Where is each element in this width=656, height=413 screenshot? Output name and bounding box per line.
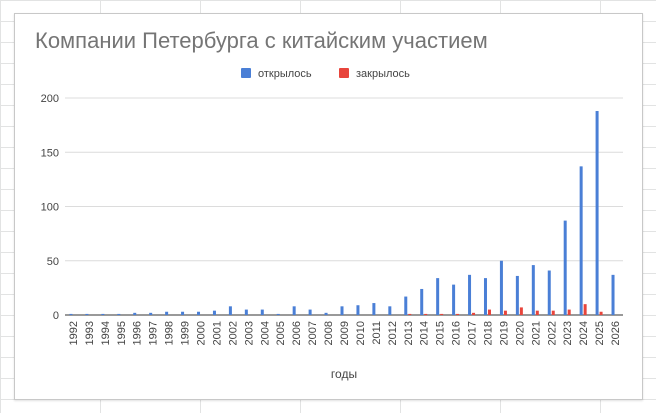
x-tick-label: 2019 <box>498 321 510 345</box>
bar-opened[interactable] <box>611 274 615 315</box>
bar-opened[interactable] <box>133 312 137 315</box>
bar-opened[interactable] <box>563 220 567 315</box>
x-tick-label: 2023 <box>562 321 574 345</box>
bar-opened[interactable] <box>85 313 89 315</box>
bar-opened[interactable] <box>165 311 169 315</box>
bar-opened[interactable] <box>212 310 216 315</box>
bar-closed[interactable] <box>583 304 587 315</box>
x-tick-label: 2004 <box>259 321 271 345</box>
bar-opened[interactable] <box>499 260 503 315</box>
bar-opened[interactable] <box>308 309 312 315</box>
x-tick-label: 2014 <box>419 321 431 345</box>
bar-opened[interactable] <box>181 311 185 315</box>
x-tick-label: 2003 <box>243 321 255 345</box>
bar-opened[interactable] <box>244 309 248 315</box>
chart-container[interactable]: Компании Петербурга с китайским участием… <box>14 13 643 400</box>
legend-label-opened: открылось <box>258 68 312 80</box>
bar-closed[interactable] <box>487 309 491 315</box>
x-tick-label: 2000 <box>196 321 208 345</box>
bar-closed[interactable] <box>456 313 460 315</box>
x-tick-label: 2001 <box>211 321 223 345</box>
x-tick-label: 2026 <box>610 321 622 345</box>
bar-closed[interactable] <box>599 311 603 315</box>
bar-opened[interactable] <box>468 274 472 315</box>
bar-opened[interactable] <box>436 278 440 315</box>
x-tick-label: 2015 <box>435 321 447 345</box>
bar-opened[interactable] <box>547 270 551 315</box>
y-tick-label: 50 <box>47 256 59 268</box>
bar-closed[interactable] <box>519 307 523 315</box>
legend-swatch-opened <box>241 68 251 78</box>
x-tick-label: 2009 <box>339 321 351 345</box>
x-tick-label: 2006 <box>291 321 303 345</box>
x-tick-label: 2007 <box>307 321 319 345</box>
bar-opened[interactable] <box>324 312 328 315</box>
bar-closed[interactable] <box>551 310 555 315</box>
bar-opened[interactable] <box>149 312 153 315</box>
x-tick-label: 1992 <box>68 321 80 345</box>
bar-opened[interactable] <box>483 278 487 315</box>
x-tick-label: 2002 <box>227 321 239 345</box>
x-tick-label: 1997 <box>148 321 160 345</box>
x-tick-label: 2021 <box>530 321 542 345</box>
legend-swatch-closed <box>339 68 349 78</box>
x-tick-label: 1995 <box>116 321 128 345</box>
x-tick-label: 2022 <box>546 321 558 345</box>
x-tick-label: 2008 <box>323 321 335 345</box>
x-tick-label: 2011 <box>371 321 383 345</box>
y-tick-label: 100 <box>41 202 59 214</box>
bar-closed[interactable] <box>503 310 507 315</box>
bar-closed[interactable] <box>567 309 571 315</box>
x-tick-label: 2016 <box>451 321 463 345</box>
y-tick-label: 150 <box>41 147 59 159</box>
bar-closed[interactable] <box>408 313 412 315</box>
bar-closed[interactable] <box>472 312 476 315</box>
chart-plot-area: 0 50 100 150 200 1992 1993 1994 1995 1996 1997 1998… <box>41 68 623 381</box>
x-tick-label: 2017 <box>467 321 479 345</box>
legend-label-closed: закрылось <box>356 68 410 80</box>
bar-opened[interactable] <box>372 303 376 315</box>
bar-opened[interactable] <box>356 305 360 315</box>
bar-opened[interactable] <box>531 265 535 315</box>
bar-opened[interactable] <box>228 306 232 315</box>
x-axis-title: годы <box>331 367 357 381</box>
bar-closed[interactable] <box>424 313 428 315</box>
bar-opened[interactable] <box>579 166 583 315</box>
bar-opened[interactable] <box>69 313 73 315</box>
x-tick-label: 1998 <box>164 321 176 345</box>
bar-opened[interactable] <box>515 275 519 315</box>
bar-opened[interactable] <box>404 296 408 315</box>
bar-opened[interactable] <box>276 313 280 315</box>
x-tick-label: 1996 <box>132 321 144 345</box>
bar-closed[interactable] <box>440 313 444 315</box>
bar-opened[interactable] <box>595 111 599 316</box>
x-tick-label: 2010 <box>355 321 367 345</box>
bar-opened[interactable] <box>197 311 201 315</box>
x-tick-label: 2024 <box>578 321 590 345</box>
x-tick-label: 2020 <box>514 321 526 345</box>
bar-opened[interactable] <box>388 306 392 315</box>
x-tick-label: 2005 <box>275 321 287 345</box>
x-tick-label: 2025 <box>594 321 606 345</box>
bar-opened[interactable] <box>260 309 264 315</box>
bar-opened[interactable] <box>101 313 105 315</box>
x-tick-label: 2012 <box>387 321 399 345</box>
chart-title: Компании Петербурга с китайским участием <box>35 28 488 53</box>
bar-closed[interactable] <box>535 310 539 315</box>
bar-opened[interactable] <box>117 313 121 315</box>
y-tick-label: 200 <box>41 93 59 105</box>
x-tick-label: 1999 <box>180 321 192 345</box>
bar-opened[interactable] <box>340 306 344 315</box>
bar-opened[interactable] <box>292 306 296 315</box>
bar-opened[interactable] <box>452 284 456 315</box>
x-tick-label: 1993 <box>84 321 96 345</box>
x-tick-label: 2013 <box>403 321 415 345</box>
bar-opened[interactable] <box>420 288 424 315</box>
x-tick-label: 2018 <box>482 321 494 345</box>
x-tick-label: 1994 <box>100 321 112 345</box>
y-tick-label: 0 <box>53 310 59 322</box>
